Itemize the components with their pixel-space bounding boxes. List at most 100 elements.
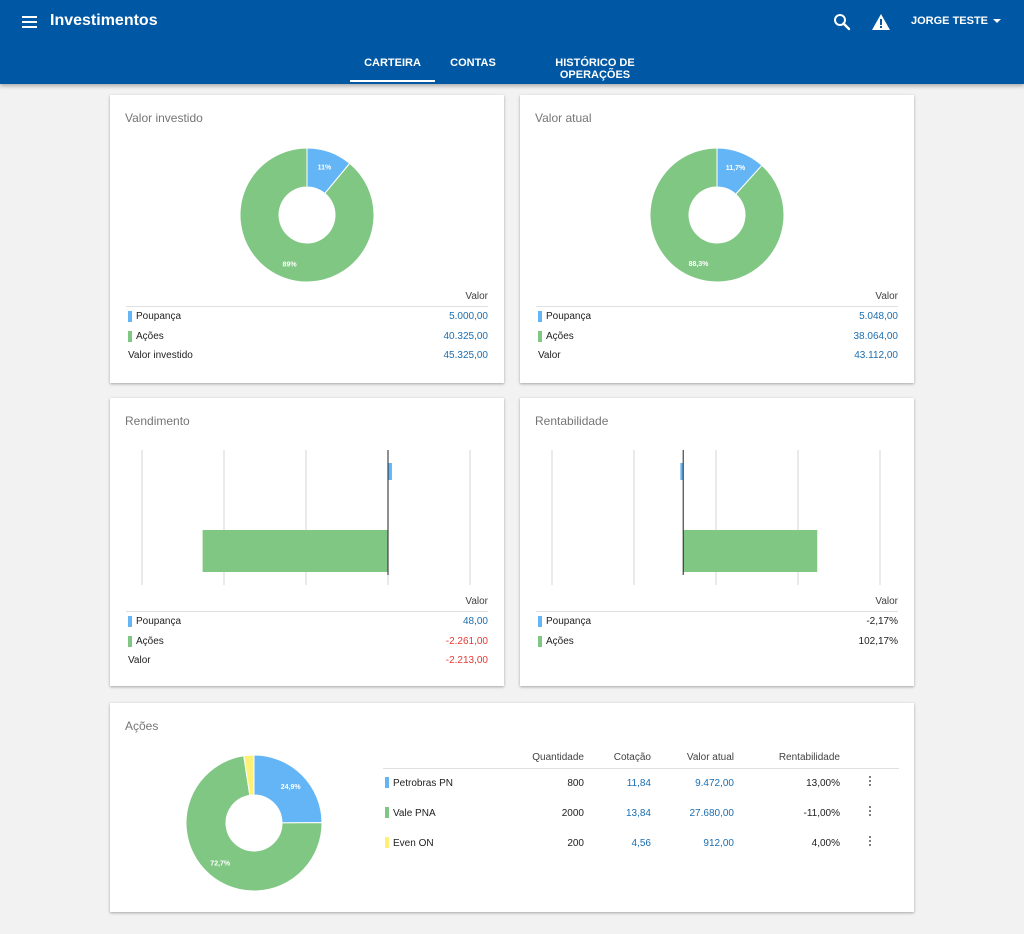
bar-poupanca[interactable] bbox=[680, 463, 684, 480]
petrobras-swatch bbox=[385, 777, 389, 788]
card-title: Valor investido bbox=[125, 111, 203, 125]
slice-label: 88,3% bbox=[689, 261, 710, 268]
warning-icon[interactable] bbox=[871, 13, 891, 31]
bar-poupanca[interactable] bbox=[388, 463, 392, 480]
legend-table: Valor Poupança -2,17% Ações 102,17% bbox=[536, 596, 898, 651]
legend-label: Ações bbox=[546, 635, 574, 647]
donut-chart: 24,9% 72,7% bbox=[185, 754, 323, 892]
tab-contas[interactable]: CONTAS bbox=[450, 57, 496, 69]
legend-row: Ações 102,17% bbox=[536, 632, 898, 652]
column-header-quantidade: Quantidade bbox=[532, 752, 584, 763]
rentabilidade-value: 13,00% bbox=[806, 778, 840, 789]
legend-label: Poupança bbox=[546, 311, 592, 323]
active-tab-indicator bbox=[350, 80, 435, 82]
bar-chart bbox=[551, 450, 881, 585]
column-header-valor-atual: Valor atual bbox=[686, 752, 734, 763]
acoes-swatch bbox=[538, 330, 542, 342]
bar-acoes[interactable] bbox=[202, 530, 388, 572]
legend-value: 5.048,00 bbox=[859, 311, 898, 323]
legend-value: -2,17% bbox=[866, 616, 898, 628]
bar-acoes[interactable] bbox=[683, 530, 818, 572]
card-rendimento: Rendimento Valor Poupança 48,00 Ações -2… bbox=[110, 398, 504, 686]
poupanca-swatch bbox=[538, 311, 542, 323]
table-row: Even ON 200 4,56 912,00 4,00% bbox=[383, 829, 899, 859]
valor-atual-value: 27.680,00 bbox=[689, 808, 735, 819]
legend-row: Poupança -2,17% bbox=[536, 612, 898, 632]
legend-table: Valor Poupança 48,00 Ações -2.261,00 Val… bbox=[126, 596, 488, 671]
column-header: Valor bbox=[536, 291, 898, 307]
donut-slice-petrobras-pn[interactable] bbox=[253, 754, 323, 824]
column-header-rentabilidade: Rentabilidade bbox=[778, 752, 840, 763]
slice-label: 11,7% bbox=[726, 165, 746, 172]
legend-value: 40.325,00 bbox=[443, 330, 489, 342]
legend-value: 48,00 bbox=[462, 616, 488, 628]
donut-chart: 11% 89% bbox=[239, 147, 375, 283]
legend-row: Poupança 5.048,00 bbox=[536, 307, 898, 327]
tab-carteira[interactable]: CARTEIRA bbox=[364, 57, 421, 69]
acoes-swatch bbox=[128, 330, 132, 342]
more-vert-icon[interactable] bbox=[865, 804, 875, 818]
tab-historico-operacoes[interactable]: HISTÓRICO DE OPERAÇÕES bbox=[555, 57, 635, 81]
legend-row: Poupança 5.000,00 bbox=[126, 307, 488, 327]
cotacao-value: 11,84 bbox=[626, 778, 651, 789]
menu-icon[interactable] bbox=[20, 12, 40, 32]
more-vert-icon[interactable] bbox=[865, 834, 875, 848]
legend-row: Ações -2.261,00 bbox=[126, 632, 488, 652]
stock-name: Vale PNA bbox=[393, 808, 436, 819]
column-header: Valor bbox=[126, 596, 488, 612]
legend-value: 102,17% bbox=[858, 635, 898, 647]
app-bar: Investimentos JORGE TESTE CARTEIRA CONTA… bbox=[0, 0, 1024, 84]
table-row: Petrobras PN 800 11,84 9.472,00 13,00% bbox=[383, 769, 899, 799]
slice-label: 72,7% bbox=[210, 861, 231, 868]
search-icon[interactable] bbox=[833, 13, 851, 31]
more-vert-icon[interactable] bbox=[865, 774, 875, 788]
total-label: Valor investido bbox=[128, 350, 193, 362]
table-header: Quantidade Cotação Valor atual Rentabili… bbox=[383, 752, 899, 769]
acoes-swatch bbox=[128, 635, 132, 647]
legend-label: Ações bbox=[136, 635, 164, 647]
chevron-down-icon bbox=[993, 19, 1002, 23]
legend-row: Ações 40.325,00 bbox=[126, 327, 488, 347]
donut-slice-ações[interactable] bbox=[239, 147, 375, 283]
legend-label: Poupança bbox=[546, 616, 592, 628]
donut-slice-vale-pna[interactable] bbox=[185, 755, 323, 892]
card-valor-atual: Valor atual 11,7% 88,3% Valor Poupança 5.… bbox=[520, 95, 914, 383]
stock-name: Even ON bbox=[393, 838, 434, 849]
user-name: JORGE TESTE bbox=[911, 15, 989, 27]
donut-chart: 11,7% 88,3% bbox=[649, 147, 785, 283]
legend-label: Ações bbox=[546, 330, 574, 342]
column-header: Valor bbox=[536, 596, 898, 612]
legend-label: Ações bbox=[136, 330, 164, 342]
total-label: Valor bbox=[538, 350, 561, 362]
legend-label: Poupança bbox=[136, 311, 182, 323]
acoes-table: Quantidade Cotação Valor atual Rentabili… bbox=[383, 752, 899, 859]
legend-value: -2.261,00 bbox=[445, 635, 488, 647]
poupanca-swatch bbox=[538, 616, 542, 628]
user-menu[interactable]: JORGE TESTE bbox=[911, 15, 1002, 27]
poupanca-swatch bbox=[128, 616, 132, 628]
slice-label: 24,9% bbox=[281, 784, 302, 791]
legend-label: Poupança bbox=[136, 616, 182, 628]
vale-swatch bbox=[385, 807, 389, 818]
card-rentabilidade: Rentabilidade Valor Poupança -2,17% Açõe… bbox=[520, 398, 914, 686]
card-valor-investido: Valor investido 11% 89% Valor Poupança 5.… bbox=[110, 95, 504, 383]
legend-table: Valor Poupança 5.048,00 Ações 38.064,00 … bbox=[536, 291, 898, 366]
even-swatch bbox=[385, 837, 389, 848]
total-label: Valor bbox=[128, 655, 151, 667]
app-title: Investimentos bbox=[50, 12, 158, 29]
card-title: Ações bbox=[125, 719, 159, 733]
donut-slice-ações[interactable] bbox=[649, 147, 785, 283]
quantidade-value: 2000 bbox=[561, 808, 584, 819]
donut-slice-even-on[interactable] bbox=[243, 754, 255, 796]
valor-atual-value: 9.472,00 bbox=[695, 778, 734, 789]
stock-name: Petrobras PN bbox=[393, 778, 454, 789]
cotacao-value: 13,84 bbox=[625, 808, 651, 819]
legend-row: Ações 38.064,00 bbox=[536, 327, 898, 347]
legend-row: Poupança 48,00 bbox=[126, 612, 488, 632]
card-title: Valor atual bbox=[535, 111, 592, 125]
legend-value: 38.064,00 bbox=[853, 330, 899, 342]
slice-label: 89% bbox=[283, 261, 298, 268]
total-row: Valor 43.112,00 bbox=[536, 346, 898, 366]
legend-value: 5.000,00 bbox=[449, 311, 488, 323]
total-value: 45.325,00 bbox=[443, 350, 489, 362]
